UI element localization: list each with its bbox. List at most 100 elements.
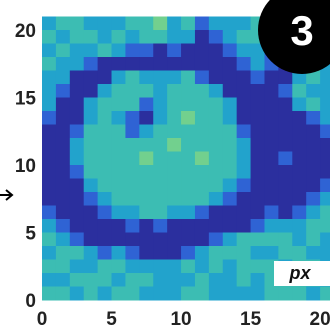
cell [306,287,320,301]
cell [139,206,153,220]
cell [56,111,70,125]
cell [209,152,223,166]
cell [56,165,70,179]
cell [181,273,195,287]
cell [153,84,167,98]
cell [209,287,223,301]
cell [306,219,320,233]
cell [237,233,251,247]
cell [112,233,126,247]
cell [56,206,70,220]
cell [84,192,98,206]
cell [112,165,126,179]
cell [42,44,56,58]
cell [56,98,70,112]
cell [112,273,126,287]
cell [306,206,320,220]
cell [139,179,153,193]
cell [292,84,306,98]
cell [181,192,195,206]
cell [209,17,223,31]
cell [56,17,70,31]
cell [56,152,70,166]
cell [125,192,139,206]
cell [251,57,265,71]
cell [167,233,181,247]
cell [98,192,112,206]
cell [209,233,223,247]
cell [56,84,70,98]
cell [292,111,306,125]
cell [195,233,209,247]
cell [167,219,181,233]
cell [278,71,292,85]
cell [223,192,237,206]
cell [56,260,70,274]
cell [70,125,84,139]
cell [223,71,237,85]
cell [306,138,320,152]
cell [70,260,84,274]
x-tick-label: 5 [106,309,117,330]
cell [195,71,209,85]
cell [112,17,126,31]
cell [153,246,167,260]
cell [139,260,153,274]
cell [70,17,84,31]
cell [98,125,112,139]
cell [251,273,265,287]
cell [98,165,112,179]
cell [84,206,98,220]
y-tick-label: 5 [25,224,36,245]
cell [139,44,153,58]
cell [56,30,70,44]
cell [84,219,98,233]
cell [264,219,278,233]
cell [320,219,330,233]
cell [195,219,209,233]
cell [181,71,195,85]
cell [264,111,278,125]
cell [167,30,181,44]
cell [237,84,251,98]
cell [320,98,330,112]
cell [209,44,223,58]
cell [84,98,98,112]
cell [84,152,98,166]
cell [195,138,209,152]
cell [320,233,330,247]
cell [84,165,98,179]
cell [264,287,278,301]
cell [98,246,112,260]
cell [56,138,70,152]
cell [112,206,126,220]
cell [223,233,237,247]
cell [306,84,320,98]
cell [278,246,292,260]
cell [153,57,167,71]
cell [195,111,209,125]
cell [223,125,237,139]
cell [125,152,139,166]
cell [264,246,278,260]
cell [98,138,112,152]
cell [292,125,306,139]
cell [84,260,98,274]
cell [251,219,265,233]
cell [42,152,56,166]
cell [84,30,98,44]
cell [98,71,112,85]
cell [251,246,265,260]
cell [112,260,126,274]
cell [181,246,195,260]
cell [223,98,237,112]
cell [42,206,56,220]
cell [181,44,195,58]
cell [70,111,84,125]
cell [209,84,223,98]
cell [125,57,139,71]
cell [181,260,195,274]
cell [153,273,167,287]
cell [320,206,330,220]
cell [125,30,139,44]
